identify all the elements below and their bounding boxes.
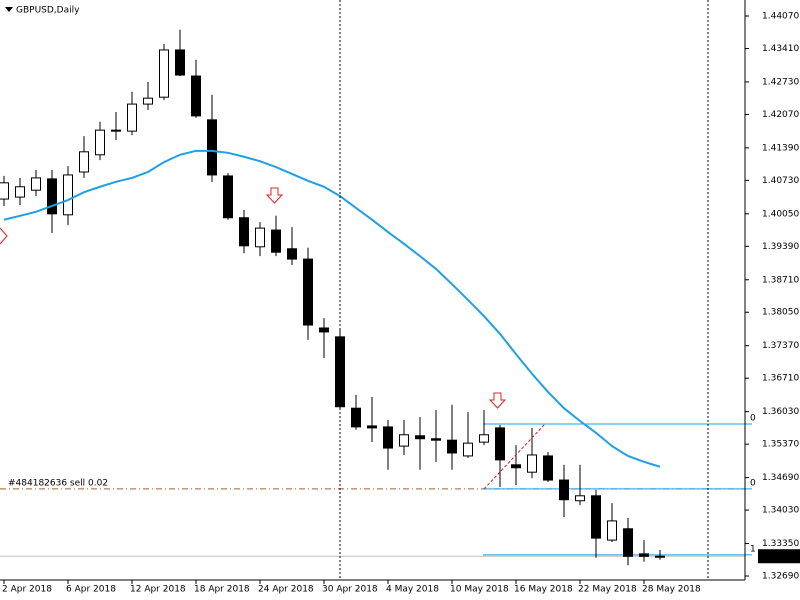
y-tick-label: 1.38050 <box>762 308 799 318</box>
candle-body <box>511 464 521 469</box>
x-tick-label: 10 May 2018 <box>450 585 509 595</box>
plot <box>0 29 752 566</box>
y-tick-label: 1.42070 <box>762 110 799 120</box>
arrow <box>0 227 8 245</box>
price-tag-label: 1.33092 <box>762 552 799 562</box>
y-tick-label: 1.38710 <box>762 275 799 285</box>
y-tick-label: 1.39390 <box>762 242 799 252</box>
y-tick-label: 1.41390 <box>762 143 799 153</box>
level-label: 0 <box>750 413 756 423</box>
candle-body <box>527 454 537 473</box>
x-tick-label: 18 Apr 2018 <box>194 585 250 595</box>
candle-body <box>143 97 153 105</box>
y-tick-label: 1.42730 <box>762 77 799 87</box>
y-tick-label: 1.40050 <box>762 209 799 219</box>
y-tick-label: 1.37370 <box>762 341 799 351</box>
candle-body <box>591 495 601 539</box>
candle-body <box>111 129 121 132</box>
candle-body <box>255 227 265 248</box>
candle-body <box>31 177 41 191</box>
candle-body <box>79 151 89 173</box>
y-tick-label: 1.40730 <box>762 176 799 186</box>
candle-body <box>63 174 73 216</box>
candle-body <box>319 327 329 333</box>
candle-body <box>0 182 9 200</box>
candle-body <box>415 435 425 440</box>
candle-body <box>543 455 553 481</box>
y-tick-label: 1.33350 <box>762 539 799 549</box>
candle-body <box>95 129 105 156</box>
candle-body <box>623 528 633 557</box>
y-tick-label: 1.43410 <box>762 44 799 54</box>
y-tick-label: 1.44070 <box>762 11 799 21</box>
candle-body <box>383 426 393 449</box>
x-tick-label: 12 Apr 2018 <box>130 585 186 595</box>
candle-body <box>47 178 57 215</box>
candle-body <box>303 258 313 326</box>
x-tick-label: 2 Apr 2018 <box>2 585 52 595</box>
candle-body <box>287 248 297 260</box>
candle-body <box>127 103 137 132</box>
menu-triangle <box>5 7 13 12</box>
x-tick-label: 28 May 2018 <box>642 585 701 595</box>
x-tick-label: 6 Apr 2018 <box>66 585 116 595</box>
y-tick-label: 1.36030 <box>762 407 799 417</box>
candle-body <box>559 479 569 501</box>
candle-body <box>607 520 617 541</box>
candle-body <box>575 495 585 502</box>
candle-body <box>447 439 457 454</box>
candle-body <box>159 49 169 98</box>
chart-title: GBPUSD,Daily <box>16 6 80 16</box>
x-tick-label: 30 Apr 2018 <box>322 585 378 595</box>
y-tick-label: 1.34030 <box>762 506 799 516</box>
sell-arrow <box>488 392 507 409</box>
moving-average <box>3 149 661 468</box>
y-tick-label: 1.32690 <box>762 572 799 582</box>
level-label: 0 <box>750 478 756 488</box>
level-label: 1 <box>750 544 756 554</box>
candle-body <box>351 407 361 428</box>
candle-body <box>655 555 665 558</box>
candle-body <box>223 175 233 219</box>
candle-body <box>367 425 377 429</box>
candle-body <box>239 217 249 247</box>
candle-body <box>271 229 281 253</box>
candle-body <box>495 427 505 461</box>
candle-body <box>479 434 489 443</box>
candle-body <box>175 49 185 76</box>
sell-arrow <box>265 187 284 204</box>
y-tick-label: 1.34690 <box>762 473 799 483</box>
y-tick-label: 1.35370 <box>762 440 799 450</box>
candle-body <box>463 442 473 457</box>
x-tick-label: 4 May 2018 <box>386 585 439 595</box>
y-tick-label: 1.36710 <box>762 374 799 384</box>
order-label: #484182636 sell 0.02 <box>8 478 108 488</box>
candle-body <box>399 434 409 447</box>
x-tick-label: 24 Apr 2018 <box>258 585 314 595</box>
x-tick-label: 16 May 2018 <box>514 585 573 595</box>
candle-body <box>15 186 25 198</box>
candle-body <box>207 119 217 176</box>
candle-body <box>191 75 201 117</box>
x-tick-label: 22 May 2018 <box>578 585 637 595</box>
candle-body <box>431 438 441 441</box>
candle-body <box>639 553 649 557</box>
price-tag <box>758 549 800 564</box>
